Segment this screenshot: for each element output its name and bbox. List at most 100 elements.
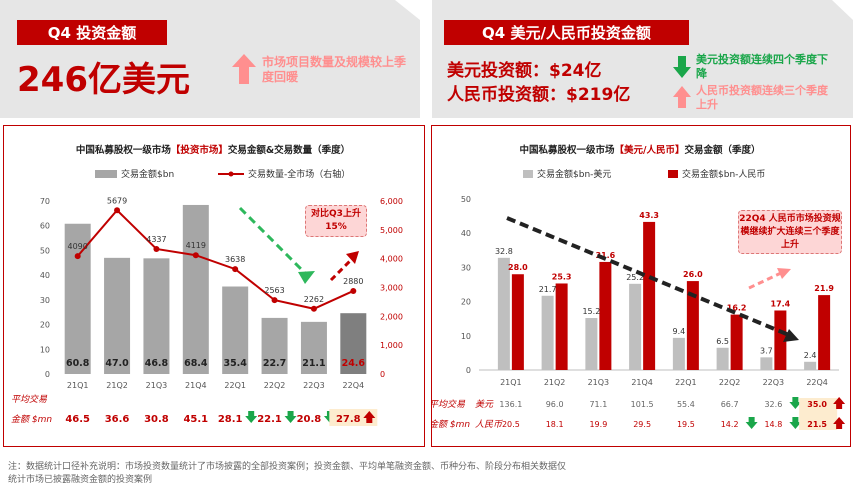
legend-label: 交易金额$bn-人民币 bbox=[682, 170, 766, 180]
avg-rmb-value: 18.1 bbox=[546, 420, 564, 429]
y-tick-label: 40 bbox=[461, 229, 471, 238]
avg-value: 46.5 bbox=[65, 414, 90, 425]
avg-value: 30.8 bbox=[144, 414, 169, 425]
line-point bbox=[232, 266, 239, 273]
usd-value-label: 32.8 bbox=[495, 247, 513, 256]
down-arrow-icon bbox=[789, 417, 802, 429]
y-tick-label: 10 bbox=[40, 345, 50, 354]
bar-value-label: 22.7 bbox=[263, 358, 286, 369]
down-arrow-icon bbox=[245, 411, 258, 423]
chart-title-part: 中国私募股权一级市场 bbox=[519, 145, 615, 156]
red-trend-arrow-head bbox=[346, 251, 359, 264]
bar-usd bbox=[672, 337, 685, 370]
x-tick-label: 22Q3 bbox=[303, 381, 325, 390]
usd-value-label: 21.7 bbox=[539, 285, 557, 294]
right-chart-title: 中国私募股权一级市场【美元/人民币】交易金额（季度） bbox=[431, 142, 849, 156]
avg-rmb-value: 19.9 bbox=[589, 420, 607, 429]
y2-tick-label: 5,000 bbox=[380, 226, 403, 235]
usd-value-label: 25.2 bbox=[626, 273, 644, 282]
line-point bbox=[192, 252, 199, 259]
footnote-line: 注：数据统计口径补充说明：市场投资数量统计了市场披露的全部投资案例；投资金额、平… bbox=[8, 462, 567, 472]
pink-trend-arrow-head bbox=[777, 268, 791, 279]
avg-value: 20.8 bbox=[297, 414, 322, 425]
line-point bbox=[271, 297, 278, 304]
bar-usd bbox=[760, 357, 773, 370]
line-point bbox=[350, 287, 357, 294]
right-callout: 22Q4 人民币市场投资规模继续扩大连续三个季度上升 bbox=[738, 210, 842, 254]
x-tick-label: 21Q4 bbox=[185, 381, 207, 390]
left-legend-line: 交易数量-全市场（右轴） bbox=[218, 167, 350, 180]
up-arrow-icon bbox=[833, 397, 846, 409]
highlight-cell bbox=[799, 398, 838, 430]
bar-rmb bbox=[730, 314, 743, 370]
highlight-cell bbox=[329, 409, 378, 426]
x-tick-label: 21Q3 bbox=[588, 378, 610, 387]
legend-line-swatch bbox=[218, 171, 244, 176]
y-tick-label: 30 bbox=[40, 296, 50, 305]
usd-value-label: 3.7 bbox=[760, 346, 773, 355]
bar-value-label: 60.8 bbox=[66, 358, 90, 369]
avg-rmb-value: 21.5 bbox=[807, 420, 827, 429]
bar-rmb bbox=[774, 310, 787, 370]
legend-label: 交易数量-全市场（右轴） bbox=[248, 170, 351, 180]
bar-usd bbox=[716, 347, 729, 370]
y2-tick-label: 6,000 bbox=[380, 197, 403, 206]
bar-usd bbox=[541, 295, 554, 370]
usd-value-label: 6.5 bbox=[716, 337, 729, 346]
pink-trend-arrow bbox=[748, 271, 782, 290]
avg-usd-value: 101.5 bbox=[631, 400, 654, 409]
left-header-amount: 246亿美元 bbox=[17, 60, 190, 100]
usd-value-label: 9.4 bbox=[673, 327, 686, 336]
black-trend-arrow bbox=[506, 216, 790, 337]
bar-rmb bbox=[643, 221, 656, 370]
y-tick-label: 0 bbox=[45, 370, 50, 379]
legend-label: 交易金额$bn-美元 bbox=[537, 170, 612, 180]
line-value-label: 5679 bbox=[107, 196, 127, 205]
y-tick-label: 50 bbox=[40, 246, 50, 255]
avg-usd-value: 136.1 bbox=[499, 400, 522, 409]
bar-rmb bbox=[599, 261, 612, 370]
left-chart-title: 中国私募股权一级市场【投资市场】交易金额&交易数量（季度） bbox=[3, 142, 423, 156]
chart-title-part: 中国私募股权一级市场 bbox=[75, 145, 171, 156]
down-arrow-icon bbox=[745, 417, 758, 429]
y-tick-label: 70 bbox=[40, 197, 50, 206]
left-header-note: 市场项目数量及规模较上季度回暖 bbox=[262, 55, 407, 84]
avg-usd-value: 55.4 bbox=[677, 400, 695, 409]
line-value-label: 4090 bbox=[68, 242, 88, 251]
line-point bbox=[114, 207, 121, 214]
down-arrow-icon bbox=[673, 56, 691, 78]
y-tick-label: 30 bbox=[461, 263, 471, 272]
y2-tick-label: 2,000 bbox=[380, 312, 403, 321]
avg-label-top: 平均交易 bbox=[431, 399, 466, 410]
avg-value: 36.6 bbox=[105, 414, 130, 425]
right-header-tag: Q4 美元/人民币投资金额 bbox=[444, 20, 689, 45]
x-tick-label: 22Q1 bbox=[675, 378, 697, 387]
x-tick-label: 22Q2 bbox=[264, 381, 286, 390]
avg-value: 28.1 bbox=[218, 414, 243, 425]
y-tick-label: 60 bbox=[40, 222, 50, 231]
up-arrow-icon bbox=[363, 411, 376, 423]
avg-value: 27.8 bbox=[336, 414, 361, 425]
red-trend-arrow bbox=[329, 256, 355, 282]
bar-value-label: 46.8 bbox=[145, 358, 169, 369]
line-value-label: 4119 bbox=[186, 241, 206, 250]
rmb-value-label: 43.3 bbox=[639, 211, 659, 220]
line-value-label: 3638 bbox=[225, 255, 245, 264]
x-tick-label: 21Q2 bbox=[106, 381, 128, 390]
x-tick-label: 21Q1 bbox=[500, 378, 522, 387]
bar-rmb bbox=[686, 281, 699, 370]
y2-tick-label: 1,000 bbox=[380, 341, 403, 350]
bar-value-label: 47.0 bbox=[105, 358, 129, 369]
bar-rmb bbox=[555, 283, 568, 370]
avg-rmb-value: 29.5 bbox=[633, 420, 651, 429]
avg-usd-value: 71.1 bbox=[589, 400, 607, 409]
right-header-usd-note: 美元投资额连续四个季度下降 bbox=[696, 53, 828, 80]
y-tick-label: 20 bbox=[40, 321, 50, 330]
right-header-usd-line: 美元投资额：$24亿 bbox=[447, 61, 602, 81]
bar-value-label: 35.4 bbox=[223, 358, 247, 369]
line-value-label: 2563 bbox=[264, 286, 284, 295]
black-trend-arrow-head bbox=[783, 329, 799, 342]
bar bbox=[340, 313, 367, 374]
bar bbox=[104, 257, 131, 374]
left-callout: 对比Q3上升15% bbox=[305, 205, 367, 237]
